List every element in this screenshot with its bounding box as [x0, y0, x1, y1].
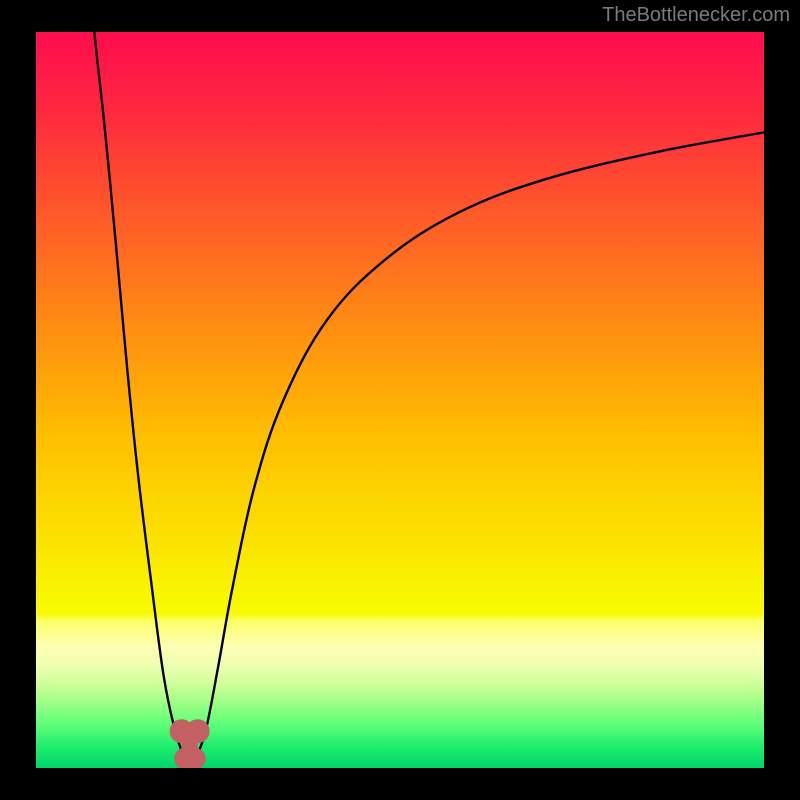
plot-background — [36, 32, 764, 768]
chart-svg — [0, 0, 800, 800]
chart-stage: TheBottlenecker.com — [0, 0, 800, 800]
